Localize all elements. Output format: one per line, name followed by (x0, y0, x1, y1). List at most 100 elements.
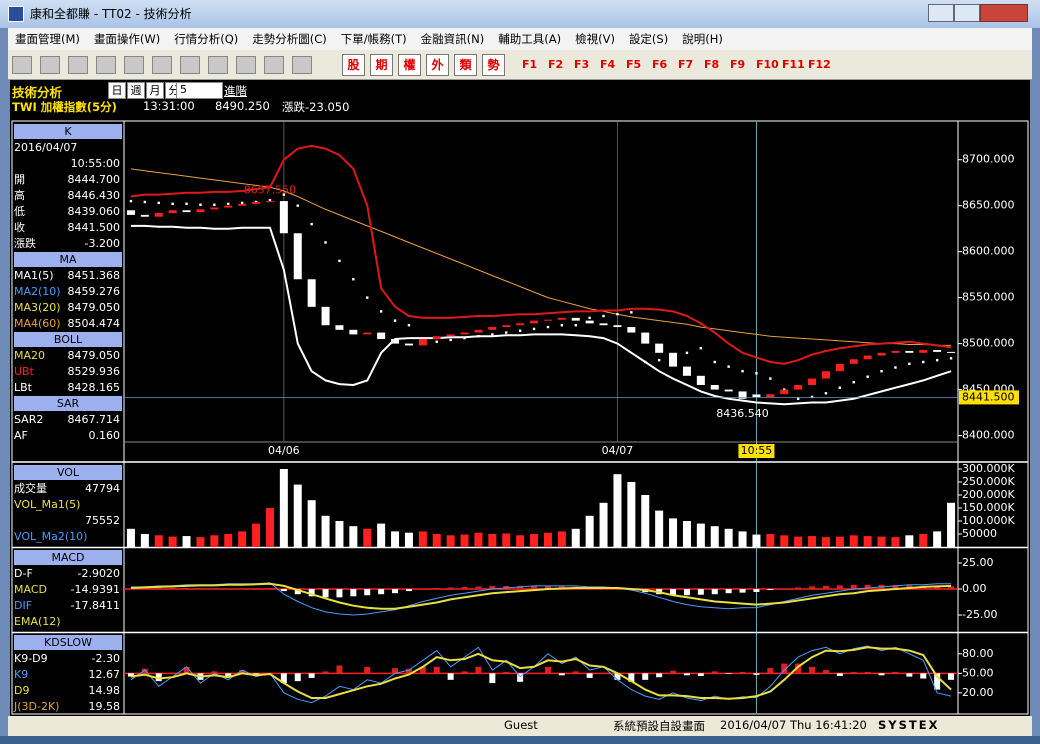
tool-icon[interactable] (40, 55, 60, 74)
market-button[interactable]: 類 (454, 53, 477, 76)
side-header (14, 465, 122, 480)
sar-dot (699, 347, 703, 350)
tool-icon[interactable] (152, 55, 172, 74)
market-button[interactable]: 期 (370, 53, 393, 76)
volume-bar (835, 536, 844, 547)
side-value: 19.58 (89, 700, 121, 713)
volume-bar (196, 537, 205, 547)
candle (891, 350, 900, 353)
sar-dot (310, 222, 313, 226)
volume-bar (696, 523, 705, 547)
y-tick-label: 25.00 (962, 556, 994, 569)
side-label: VOL_Ma2(10) (14, 530, 87, 543)
side-label: MA1(5) (14, 269, 54, 282)
tool-icon[interactable] (208, 55, 228, 74)
sar-dot (366, 296, 369, 299)
function-key[interactable]: F2 (548, 58, 564, 71)
tool-icon[interactable] (12, 55, 32, 74)
y-tick-label: 50000 (962, 527, 997, 540)
y-tick-label: 8650.000 (962, 199, 1015, 212)
menu-item[interactable]: 金融資訊(N) (420, 32, 485, 46)
function-key[interactable]: F7 (678, 58, 694, 71)
candle (530, 320, 539, 324)
side-label: LBt (14, 381, 33, 394)
menu-item[interactable]: 檢視(V) (575, 32, 615, 46)
function-key[interactable]: F9 (730, 58, 746, 71)
function-key[interactable]: F4 (600, 58, 616, 71)
candle (780, 389, 789, 395)
function-key[interactable]: F1 (522, 58, 538, 71)
menu-bar: 畫面管理(M) 畫面操作(W) 行情分析(Q) 走勢分析圖(C) 下單/帳務(T) 金融資… (8, 28, 1032, 50)
histogram-bar (711, 671, 718, 674)
histogram-bar (183, 666, 190, 674)
histogram-bar (405, 668, 412, 674)
sar-dot (602, 314, 605, 318)
function-key[interactable]: F10 (756, 58, 779, 71)
histogram-bar (280, 589, 287, 592)
market-button[interactable]: 權 (398, 53, 421, 76)
histogram-bar (864, 672, 871, 674)
maximize-button[interactable] (954, 4, 980, 22)
function-key[interactable]: F5 (626, 58, 642, 71)
menu-item[interactable]: 下單/帳務(T) (340, 32, 407, 46)
last-price-label: 8441.500 (962, 390, 1015, 403)
candle (696, 375, 705, 385)
function-key[interactable]: F11 (782, 58, 805, 71)
menu-item[interactable]: 畫面操作(W) (93, 32, 161, 46)
tool-icon[interactable] (292, 55, 312, 74)
candle (947, 351, 956, 353)
histogram-bar (781, 663, 788, 674)
tool-icon[interactable] (124, 55, 144, 74)
function-key[interactable]: F12 (808, 58, 831, 71)
side-label: DIF (14, 599, 32, 612)
advanced-link[interactable]: 進階 (224, 84, 247, 98)
candle (710, 384, 719, 390)
period-button[interactable]: 週 (127, 82, 145, 99)
histogram-bar (795, 663, 802, 674)
menu-item[interactable]: 畫面管理(M) (15, 32, 80, 46)
function-key[interactable]: F3 (574, 58, 590, 71)
side-value: 75552 (85, 514, 120, 527)
side-label: D9 (14, 684, 29, 697)
minimize-button[interactable] (928, 4, 954, 22)
histogram-bar (447, 587, 454, 590)
histogram-bar (544, 586, 551, 590)
tool-icon[interactable] (96, 55, 116, 74)
menu-item[interactable]: 說明(H) (682, 32, 723, 46)
tool-icon[interactable] (68, 55, 88, 74)
sar-dot (352, 278, 355, 281)
menu-item[interactable]: 輔助工具(A) (498, 32, 562, 46)
market-button[interactable]: 勢 (482, 53, 505, 76)
menu-item[interactable]: 走勢分析圖(C) (252, 32, 327, 46)
candle (557, 317, 566, 320)
chart: 04/06 04/07 10:558400.0008450.0008500.0008… (11, 120, 1029, 715)
side-label: 成交量 (14, 481, 47, 495)
volume-bar (293, 484, 302, 547)
period-button[interactable]: 月 (146, 82, 164, 99)
menu-item[interactable]: 設定(S) (628, 32, 669, 46)
histogram-bar (711, 589, 718, 595)
market-button[interactable]: 股 (342, 53, 365, 76)
period-button[interactable]: 日 (108, 82, 126, 99)
sar-dot (922, 360, 925, 364)
market-button[interactable]: 外 (426, 53, 449, 76)
sar-dot (129, 199, 133, 203)
function-key[interactable]: F6 (652, 58, 668, 71)
interval-select[interactable]: 5 (176, 82, 223, 99)
candle (460, 332, 469, 335)
menu-item[interactable]: 行情分析(Q) (174, 32, 239, 46)
panel-title: 技術分析 (12, 85, 63, 100)
volume-bar (877, 536, 886, 547)
side-value: 10:55:00 (71, 157, 120, 170)
volume-bar (641, 494, 650, 547)
tool-icon[interactable] (180, 55, 200, 74)
tool-icon[interactable] (236, 55, 256, 74)
candle (543, 319, 552, 321)
close-button[interactable] (980, 4, 1028, 22)
side-header-title: MA (59, 253, 76, 266)
volume-bar (849, 535, 858, 547)
function-key[interactable]: F8 (704, 58, 720, 71)
tool-icon[interactable] (264, 55, 284, 74)
side-label: K9-D9 (14, 652, 48, 665)
candle (877, 352, 886, 356)
